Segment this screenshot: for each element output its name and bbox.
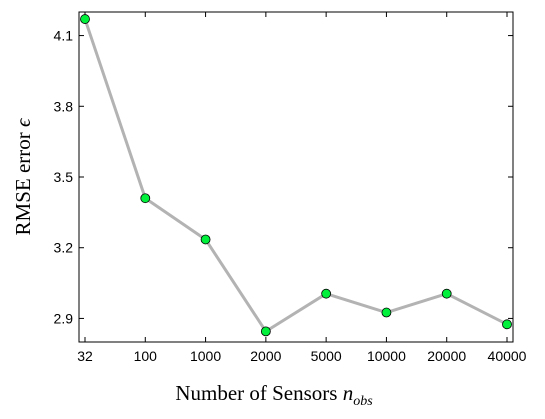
y-tick-label: 3.2 — [54, 240, 74, 256]
data-point — [200, 234, 211, 245]
x-tick-label: 2000 — [250, 348, 281, 364]
x-tick-label: 10000 — [367, 348, 406, 364]
data-point — [260, 326, 271, 337]
y-tick-label: 4.1 — [54, 28, 74, 44]
x-tick-label: 20000 — [427, 348, 466, 364]
x-tick-label: 40000 — [488, 348, 527, 364]
axis-ticks — [79, 12, 513, 342]
data-point — [502, 319, 512, 330]
y-axis-title: RMSE error ϵ — [11, 117, 35, 236]
x-tick-label: 32 — [77, 348, 93, 364]
y-tick-label: 3.8 — [54, 98, 74, 114]
x-tick-label: 1000 — [190, 348, 221, 364]
x-tick-labels: 32 100 1000 2000 5000 10000 20000 40000 — [77, 348, 526, 364]
data-points — [80, 14, 512, 337]
data-point — [441, 288, 452, 299]
x-tick-label: 100 — [134, 348, 158, 364]
y-tick-label: 3.5 — [54, 169, 74, 185]
data-point — [80, 14, 90, 24]
x-tick-label: 5000 — [311, 348, 342, 364]
data-point — [321, 288, 332, 299]
data-point — [140, 193, 151, 204]
data-point — [381, 307, 392, 318]
series-line — [83, 18, 508, 333]
y-tick-label: 2.9 — [54, 310, 74, 326]
x-axis-title: Number of Sensors nobs — [175, 381, 373, 409]
y-tick-labels: 2.9 3.2 3.5 3.8 4.1 — [54, 28, 74, 327]
